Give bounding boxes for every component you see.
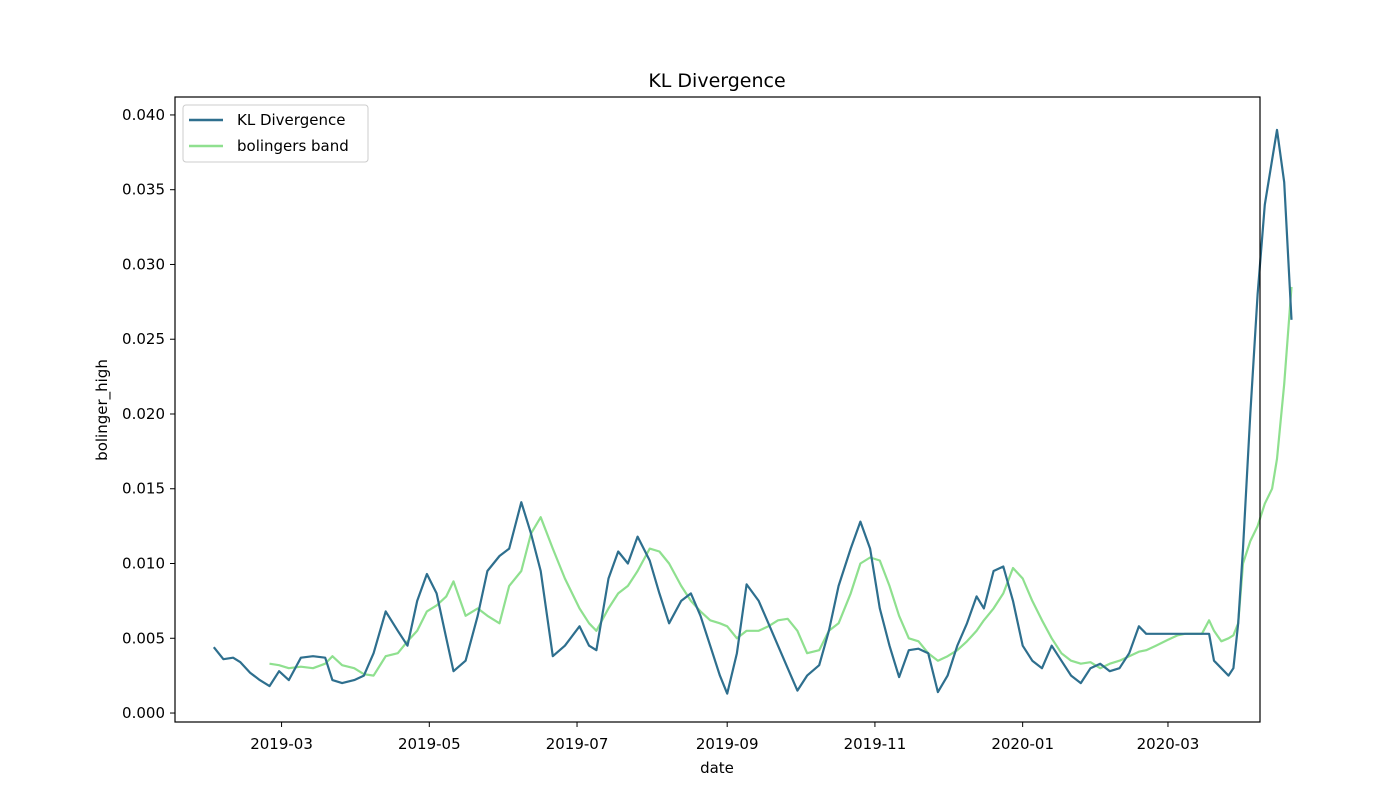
- y-tick-label: 0.010: [122, 555, 165, 573]
- y-axis: 0.000 0.005 0.010 0.015 0.020 0.025 0.030 0.035…: [122, 106, 175, 722]
- x-tick-label: 2019-11: [844, 735, 907, 753]
- y-tick-label: 0.040: [122, 106, 165, 124]
- x-axis: 2019-03 2019-05 2019-07 2019-09 2019-11 2020-…: [250, 722, 1199, 753]
- x-tick-label: 2019-05: [398, 735, 461, 753]
- x-axis-label: date: [700, 759, 734, 777]
- x-tick-label: 2020-03: [1137, 735, 1200, 753]
- y-tick-label: 0.015: [122, 480, 165, 498]
- legend: KL Divergence bolingers band: [182, 104, 369, 163]
- legend-label: bolingers band: [237, 137, 349, 155]
- plot-frame: [174, 96, 1261, 723]
- x-tick-label: 2019-09: [696, 735, 759, 753]
- x-tick-label: 2020-01: [991, 735, 1054, 753]
- y-tick-label: 0.000: [122, 704, 165, 722]
- chart-title: KL Divergence: [648, 70, 785, 92]
- y-tick-label: 0.005: [122, 629, 165, 647]
- series-line: [269, 286, 1293, 677]
- series-line: [212, 128, 1293, 695]
- legend-label: KL Divergence: [237, 111, 345, 129]
- y-tick-label: 0.020: [122, 405, 165, 423]
- y-tick-label: 0.030: [122, 255, 165, 273]
- x-tick-label: 2019-07: [546, 735, 609, 753]
- series-layer: [212, 128, 1293, 695]
- legend-box: [182, 104, 369, 163]
- y-axis-label: bolinger_high: [93, 359, 112, 461]
- y-tick-label: 0.035: [122, 181, 165, 199]
- y-tick-label: 0.025: [122, 330, 165, 348]
- x-tick-label: 2019-03: [250, 735, 313, 753]
